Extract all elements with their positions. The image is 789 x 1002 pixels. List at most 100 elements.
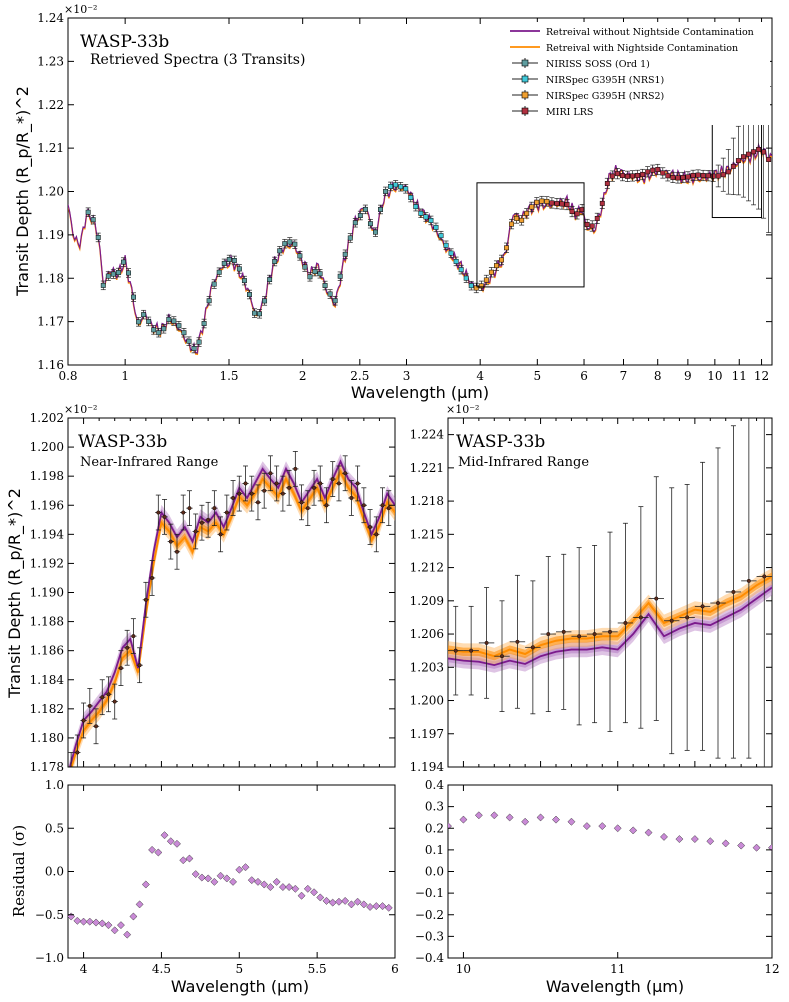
top-ytick-label-8: 1.24 [37, 11, 64, 25]
top-data-point-123 [705, 173, 711, 179]
top-legend-box [503, 22, 770, 125]
nir-data-point-30 [255, 500, 260, 505]
res-nir-marker-39 [310, 888, 318, 897]
nir-data-point-7 [112, 699, 117, 704]
mir-subtitle: Mid-Infrared Range [458, 455, 589, 470]
nir-ytick-label-8: 1.194 [30, 527, 65, 541]
res-nir-marker-44 [341, 896, 350, 905]
top-data-point-99 [584, 222, 590, 227]
top-data-point-17 [171, 318, 177, 324]
res-nir-xtick-label-1: 4.5 [152, 962, 171, 976]
legend-label-nrs1: NIRSpec G395H (NRS1) [546, 75, 664, 86]
top-data-point-29 [231, 258, 237, 263]
top-data-point-84 [509, 221, 515, 227]
top-data-point-78 [478, 283, 484, 289]
top-data-point-26 [216, 269, 222, 275]
res-nir-marker-21 [197, 873, 206, 882]
res-nir-marker-9 [123, 930, 132, 939]
nir-ytick-label-5: 1.188 [30, 615, 64, 629]
top-data-point-94 [559, 201, 565, 207]
top-data-point-58 [378, 207, 383, 212]
res-nir-marker-19 [185, 854, 194, 863]
nir-data-point-41 [324, 503, 329, 508]
top-data-point-134 [761, 149, 767, 155]
top-data-point-5 [110, 271, 116, 277]
top-data-point-30 [236, 266, 242, 272]
legend-label-miri: MIRI LRS [546, 107, 593, 118]
top-data-point-116 [670, 175, 676, 180]
top-data-point-59 [383, 188, 389, 194]
top-data-point-7 [120, 259, 126, 265]
top-data-point-48 [327, 291, 333, 297]
top-xtick-label-14: 12 [754, 369, 769, 383]
res-nir-ytick-label-4: 1.0 [45, 778, 64, 792]
top-data-point-135 [766, 157, 772, 162]
res-mir-marker-9 [582, 822, 591, 831]
mir-data-point-16 [700, 604, 705, 609]
mir-ytick-label-10: 1.224 [410, 428, 445, 442]
top-data-point-96 [569, 209, 575, 214]
top-data-point-97 [574, 211, 580, 217]
res-nir-ytick-label-1: −0.5 [35, 908, 64, 922]
top-data-point-31 [241, 278, 247, 284]
top-xtick-label-9: 7 [620, 369, 628, 383]
top-data-point-62 [398, 184, 404, 190]
nir-data-point-9 [125, 645, 130, 650]
top-data-point-127 [725, 169, 731, 175]
res-mir-ytick-label-8: 0.4 [425, 778, 444, 792]
top-x-axis-label: Wavelength (µm) [351, 383, 489, 402]
nir-data-point-4 [94, 724, 99, 729]
top-data-point-11 [141, 312, 147, 318]
top-data-point-57 [373, 229, 378, 235]
top-ytick-label-3: 1.19 [37, 228, 64, 242]
nir-y-axis-label: Transit Depth (R_p/R_*)^2 [5, 488, 25, 699]
top-ytick-label-4: 1.20 [37, 185, 64, 199]
res-nir-marker-36 [291, 884, 300, 893]
top-data-point-47 [322, 283, 328, 288]
nir-data-point-19 [187, 506, 192, 511]
mir-data-point-12 [638, 615, 643, 620]
res-nir-marker-1 [73, 916, 82, 925]
res-mir-xtick-label-1: 11 [610, 962, 625, 976]
top-data-point-79 [483, 277, 489, 283]
top-data-point-65 [413, 204, 419, 210]
mir-ytick-label-0: 1.194 [410, 760, 445, 774]
mir-residual-panel: Wavelength (µm) −0.4 −0.3 −0.2 −0.1 0.0 0.1 0.… [415, 778, 780, 996]
top-data-point-42 [297, 253, 303, 259]
res-mir-marker-15 [675, 835, 684, 844]
top-data-point-13 [151, 327, 157, 333]
top-data-point-64 [408, 195, 414, 200]
mir-data-point-13 [654, 596, 659, 601]
mir-y-exponent: ×10⁻² [446, 403, 479, 416]
top-data-point-38 [277, 248, 283, 254]
top-data-point-63 [403, 186, 409, 192]
nir-data-point-31 [262, 488, 267, 493]
res-mir-marker-6 [536, 813, 545, 822]
mir-ytick-label-4: 1.206 [410, 627, 444, 641]
top-ytick-label-0: 1.16 [37, 358, 64, 372]
top-data-point-2 [95, 234, 101, 240]
res-nir-markers [68, 831, 393, 939]
mir-ytick-label-5: 1.209 [410, 594, 444, 608]
res-nir-marker-12 [141, 880, 150, 889]
nir-zoom-panel: ×10⁻² WASP-33b Near-Infrared Range Trans… [5, 403, 396, 774]
nir-plot-frame [67, 417, 396, 768]
res-mir-ytick-label-4: 0.0 [425, 865, 444, 879]
top-data-point-106 [620, 173, 625, 179]
res-nir-xtick-label-3: 5.5 [308, 962, 327, 976]
nir-data-point-20 [193, 529, 198, 534]
top-data-point-95 [564, 202, 570, 207]
nir-data-point-34 [280, 491, 285, 496]
res-nir-marker-25 [222, 874, 231, 883]
top-data-point-72 [448, 250, 454, 256]
top-data-point-73 [453, 258, 459, 264]
top-data-point-18 [176, 323, 182, 329]
top-data-point-131 [746, 151, 751, 157]
res-mir-xtick-label-2: 12 [764, 962, 779, 976]
top-data-point-53 [352, 220, 358, 226]
mir-zoom-panel: ×10⁻² WASP-33b Mid-Infrared Range 1.194 1… [410, 403, 773, 774]
top-legend: Retreival without Nightside Contaminatio… [503, 22, 770, 125]
nir-subtitle: Near-Infrared Range [80, 455, 219, 470]
top-data-point-54 [357, 213, 363, 218]
nir-data-point-46 [355, 481, 360, 486]
